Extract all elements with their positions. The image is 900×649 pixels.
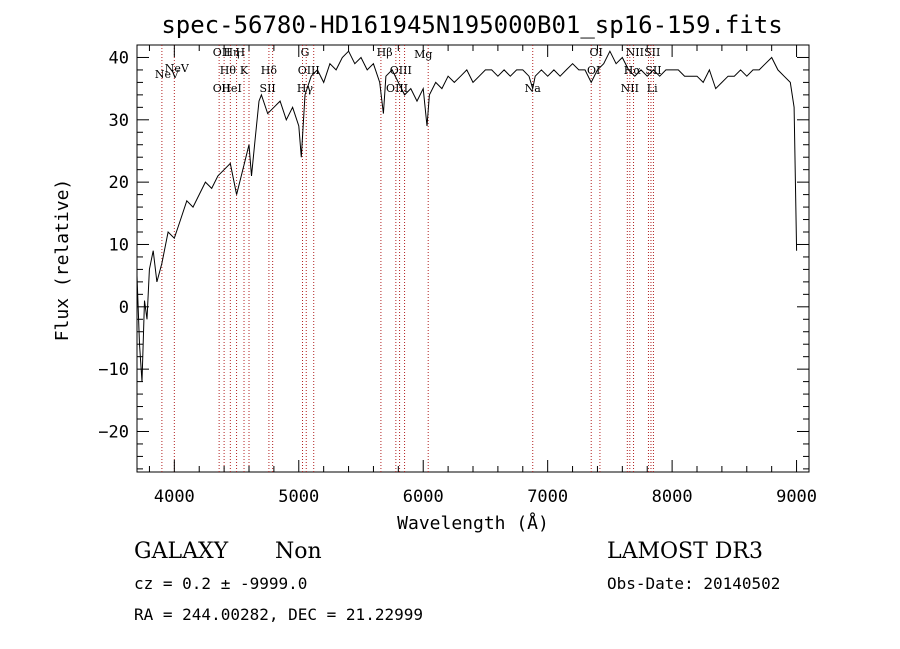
spectrum-series-line <box>136 50 798 382</box>
spectral-line-label: NeV <box>165 62 190 75</box>
y-tick-label: −20 <box>98 422 129 442</box>
spectral-line-markers <box>161 45 654 472</box>
spectral-line-label: SII <box>644 46 660 59</box>
spectral-line-label: Hβ <box>377 46 393 59</box>
y-tick-label: 0 <box>119 298 129 318</box>
chart-title: spec-56780-HD161945N195000B01_sp16-159.f… <box>161 11 782 39</box>
subclass-label: Non <box>275 539 322 564</box>
spectral-line-label: HeI <box>221 82 241 95</box>
x-axis-label: Wavelength (Å) <box>397 512 549 534</box>
x-tick-label: 4000 <box>154 487 195 507</box>
x-tick-label: 9000 <box>776 487 817 507</box>
spectral-line-label: Hθ <box>220 64 237 77</box>
y-tick-label: −10 <box>98 360 129 380</box>
spectral-line-label: NII <box>621 82 639 95</box>
class-label: GALAXY <box>134 539 229 564</box>
spectral-line-label: Hδ <box>261 64 278 77</box>
x-tick-label: 5000 <box>278 487 319 507</box>
y-tick-label: 10 <box>109 235 129 255</box>
spectral-line-label: OIII <box>386 82 408 95</box>
y-tick-label: 40 <box>109 48 129 68</box>
spectral-line-label: SII <box>260 82 276 95</box>
spectral-line-label: OII <box>213 46 231 59</box>
x-tick-label: 8000 <box>652 487 693 507</box>
x-axis-ticks: 4000 5000 6000 7000 8000 9000 <box>148 45 817 507</box>
spectral-line-label: NII <box>626 46 644 59</box>
obs-date-text: Obs-Date: 20140502 <box>607 574 780 593</box>
spectral-line-label: OI <box>587 64 600 77</box>
spectral-line-label: H <box>235 46 245 59</box>
survey-label: LAMOST DR3 <box>607 539 763 564</box>
spectral-line-label: K <box>240 64 249 77</box>
y-tick-label: 20 <box>109 173 129 193</box>
y-axis-label: Flux (relative) <box>52 179 73 342</box>
spectral-line-label: Hη <box>223 46 239 59</box>
spectral-line-label: OIII <box>390 64 412 77</box>
spectral-line-label: G <box>301 46 310 59</box>
plot-frame <box>136 44 810 473</box>
spectral-line-label: Li <box>647 82 658 95</box>
y-tick-label: 30 <box>109 111 129 131</box>
cz-text: cz = 0.2 ± -9999.0 <box>134 574 307 593</box>
radec-text: RA = 244.00282, DEC = 21.22999 <box>134 605 423 624</box>
spectral-line-label: NeV <box>155 68 180 81</box>
spectral-line-label: OII <box>213 82 231 95</box>
x-tick-label: 6000 <box>403 487 444 507</box>
y-axis-ticks: −20 −10 0 10 20 30 40 <box>98 44 809 470</box>
spectral-line-label: OI <box>590 46 603 59</box>
spectral-line-label: Hγ <box>297 82 314 95</box>
x-tick-label: 7000 <box>527 487 568 507</box>
